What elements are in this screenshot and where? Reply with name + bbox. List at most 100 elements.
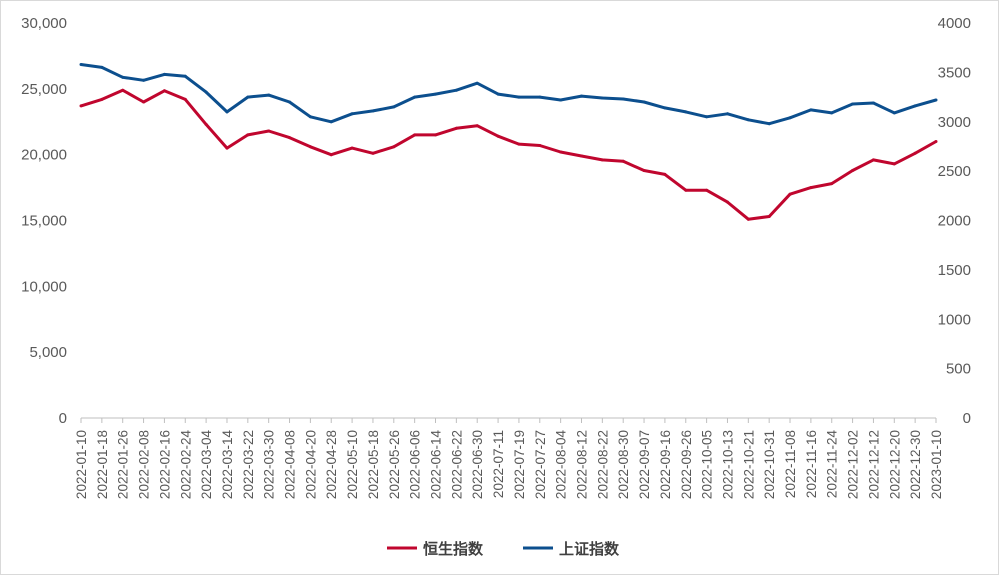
x-tick-label: 2022-10-05 xyxy=(700,430,715,499)
series-0-point xyxy=(663,172,667,176)
series-line-0 xyxy=(80,88,937,221)
series-1-point xyxy=(392,105,396,109)
right-y-axis: 0 500 1000 1500 2000 2500 3000 3500 4000 xyxy=(938,15,971,427)
series-1-point xyxy=(538,95,542,99)
series-0-point xyxy=(475,124,479,128)
right-y-tick-label: 1500 xyxy=(938,262,971,279)
x-tick-label: 2022-04-28 xyxy=(324,430,339,499)
x-tick-label: 2022-04-20 xyxy=(303,430,318,499)
x-tick-label: 2022-02-24 xyxy=(178,430,193,500)
series-1-point xyxy=(121,75,125,79)
x-tick-label: 2022-05-10 xyxy=(345,430,360,499)
series-0-point xyxy=(79,104,83,108)
x-tick-label: 2022-01-26 xyxy=(116,430,131,499)
series-1-point xyxy=(246,95,250,99)
x-tick-label: 2022-05-18 xyxy=(366,430,381,499)
left-y-axis: 0 5,000 10,000 15,000 20,000 25,000 30,000 xyxy=(21,15,67,427)
series-0-point xyxy=(225,146,229,150)
series-1-point xyxy=(621,97,625,101)
right-y-tick-label: 4000 xyxy=(938,15,971,32)
series-0-point xyxy=(934,140,938,143)
series-0-point xyxy=(809,186,813,190)
series-0-point xyxy=(892,162,896,166)
right-y-tick-label: 3000 xyxy=(938,114,971,131)
x-tick-label: 2022-12-12 xyxy=(866,430,881,499)
series-0-point xyxy=(434,133,437,137)
series-1-point xyxy=(642,100,646,104)
right-y-tick-label: 3500 xyxy=(938,64,971,81)
series-0-point xyxy=(767,215,771,218)
series-1-point xyxy=(413,95,417,99)
series-0-point xyxy=(496,134,500,138)
series-0-point xyxy=(246,133,250,137)
series-0-point xyxy=(642,169,646,172)
series-0-point xyxy=(830,182,834,186)
x-tick-label: 2022-06-30 xyxy=(470,430,485,499)
x-tick-label: 2022-10-13 xyxy=(720,430,735,499)
right-y-tick-label: 2000 xyxy=(938,213,971,230)
series-0-point xyxy=(100,97,104,101)
series-0-point xyxy=(454,126,458,130)
series-1-point xyxy=(788,116,792,120)
series-0-point xyxy=(746,217,750,221)
series-1-point xyxy=(559,98,563,102)
x-tick-label: 2022-01-10 xyxy=(74,430,89,499)
x-tick-label: 2022-12-30 xyxy=(908,430,923,499)
series-1-point xyxy=(851,102,855,106)
x-tick-label: 2022-03-22 xyxy=(241,430,256,499)
series-1-point xyxy=(454,88,458,92)
series-0-point xyxy=(705,188,709,192)
x-tick-label: 2022-11-16 xyxy=(804,430,819,498)
legend-label: 恒生指数 xyxy=(423,540,484,558)
right-y-tick-label: 0 xyxy=(963,410,971,427)
series-1-point xyxy=(288,100,291,104)
series-0-point xyxy=(308,145,312,149)
x-tick-label: 2022-02-08 xyxy=(137,430,152,499)
series-1-point xyxy=(892,111,896,115)
series-0-point xyxy=(267,129,271,133)
x-tick-label: 2022-03-30 xyxy=(262,430,277,499)
series-1-point xyxy=(475,81,479,85)
series-1-point xyxy=(913,104,917,108)
series-1-point xyxy=(517,95,521,99)
x-tick-label: 2022-03-14 xyxy=(220,430,235,500)
series-0-point xyxy=(559,150,563,154)
x-tick-label: 2022-07-19 xyxy=(512,430,527,499)
left-y-tick-label: 30,000 xyxy=(21,15,67,32)
series-1-point xyxy=(767,122,771,126)
series-1-point xyxy=(434,92,437,96)
x-tick-label: 2022-12-20 xyxy=(887,430,902,499)
x-tick-label: 2022-09-26 xyxy=(679,430,694,499)
x-tick-label: 2022-09-16 xyxy=(658,430,673,499)
x-tick-label: 2023-01-10 xyxy=(929,430,944,499)
series-1-point xyxy=(308,115,312,119)
left-y-tick-label: 10,000 xyxy=(21,278,67,295)
x-tick-label: 2022-07-27 xyxy=(533,430,548,499)
series-0-point xyxy=(183,97,187,101)
series-0-point xyxy=(288,136,291,140)
series-0-point xyxy=(580,154,583,158)
series-0-point xyxy=(538,144,542,147)
series-1-point xyxy=(100,65,104,69)
x-tick-label: 2022-08-22 xyxy=(595,430,610,499)
series-0-point xyxy=(726,200,729,204)
x-tick-label: 2022-11-08 xyxy=(783,430,798,498)
left-y-tick-label: 20,000 xyxy=(21,147,67,164)
x-tick-label: 2022-05-26 xyxy=(387,430,402,499)
series-1-point xyxy=(871,101,875,105)
series-1-point xyxy=(746,118,750,122)
series-0-point xyxy=(142,100,146,104)
x-tick-label: 2022-08-12 xyxy=(574,430,589,499)
series-0-point xyxy=(350,146,354,150)
series-1-point xyxy=(329,120,333,124)
series-0-point xyxy=(621,159,625,163)
series-0-point xyxy=(392,145,396,149)
series-0-point xyxy=(788,192,792,196)
legend: 恒生指数 上证指数 xyxy=(387,540,620,558)
x-tick-label: 2022-09-07 xyxy=(637,430,652,499)
series-layer xyxy=(79,63,938,221)
series-line-1 xyxy=(80,63,937,126)
series-0-point xyxy=(329,153,333,157)
x-tick-label: 2022-08-04 xyxy=(554,430,569,500)
